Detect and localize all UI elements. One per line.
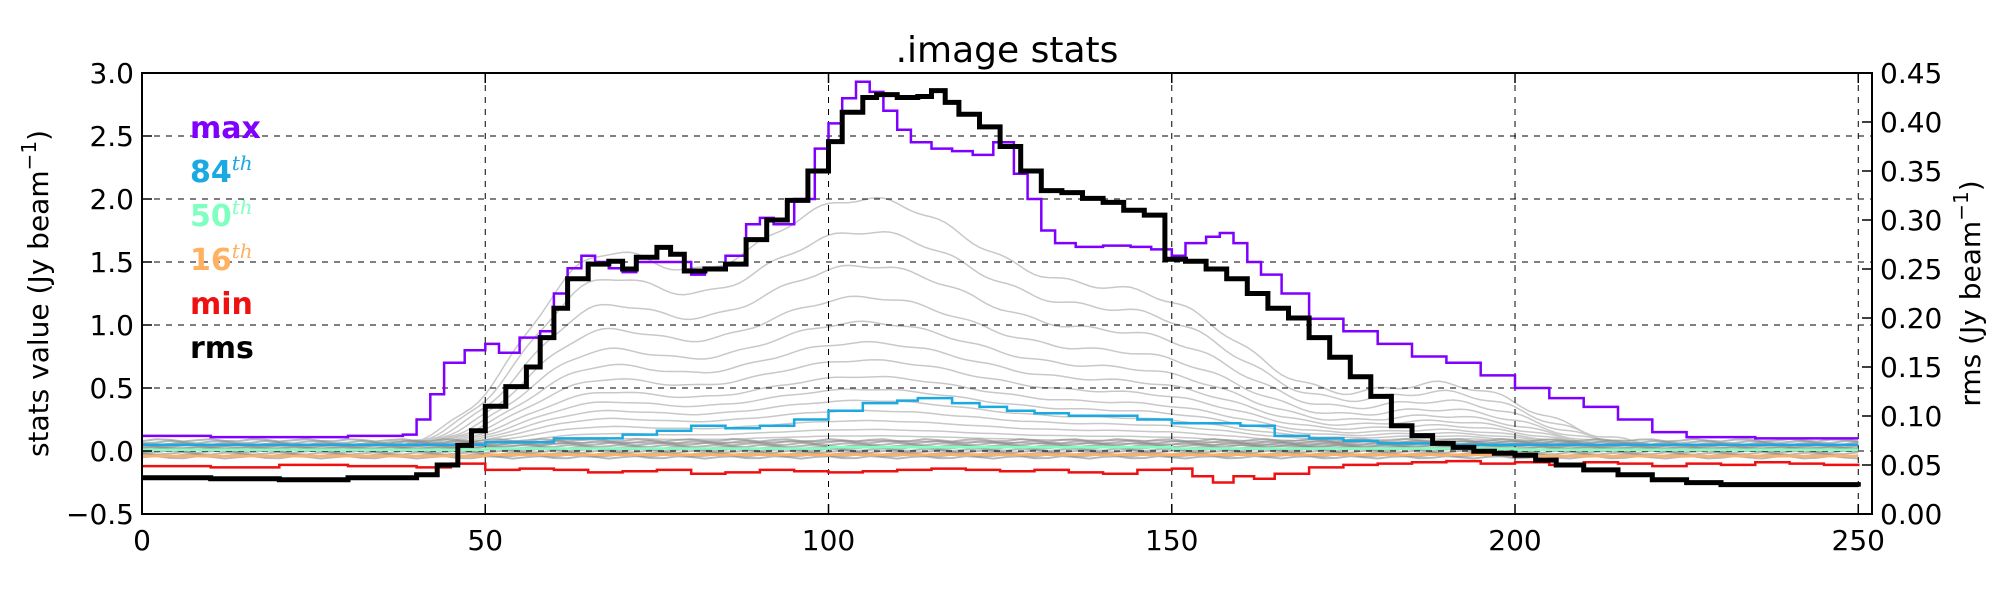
chart-title: .image stats bbox=[896, 30, 1119, 71]
y-axis-label-close: ) bbox=[22, 130, 55, 141]
y-axis-label-sup: −1 bbox=[17, 141, 41, 170]
x-tick-label: 0 bbox=[133, 524, 151, 557]
y-right-axis-label-close: ) bbox=[1954, 180, 1987, 191]
legend-entry: 84th bbox=[190, 151, 253, 190]
series-16th bbox=[142, 453, 1859, 458]
data-series bbox=[142, 80, 1861, 488]
y-tick-label: 1.5 bbox=[89, 246, 134, 279]
percentile-envelope-line bbox=[141, 264, 1859, 452]
y-right-tick-label: 0.35 bbox=[1880, 155, 1942, 188]
series-50th bbox=[142, 445, 1859, 451]
x-tick-label: 50 bbox=[467, 524, 503, 557]
y-right-tick-label: 0.45 bbox=[1880, 57, 1942, 90]
x-tick-label: 250 bbox=[1832, 524, 1885, 557]
legend-label: rms bbox=[190, 331, 254, 366]
y-right-axis-label: rms (Jy beam−1) bbox=[1949, 180, 1987, 406]
percentile-envelopes bbox=[141, 196, 1859, 460]
percentile-envelope-line bbox=[141, 320, 1859, 451]
plot-frame bbox=[141, 72, 1873, 515]
legend-entry: 50th bbox=[190, 195, 253, 234]
legend-label-sup: th bbox=[232, 151, 253, 175]
legend-label: max bbox=[190, 111, 261, 146]
percentile-envelope-line bbox=[141, 231, 1859, 452]
y-tick-label: 2.0 bbox=[89, 183, 134, 216]
legend-label: 16 bbox=[190, 243, 232, 278]
x-tick-label: 150 bbox=[1145, 524, 1198, 557]
y-axis-label-main: stats value (Jy beam bbox=[22, 170, 55, 457]
legend-entry: rms bbox=[190, 331, 254, 366]
y-right-tick-label: 0.30 bbox=[1880, 204, 1942, 237]
series-min bbox=[142, 459, 1860, 484]
legend-entry: min bbox=[190, 287, 253, 322]
y-axis-label: stats value (Jy beam−1) bbox=[17, 130, 55, 457]
y-right-tick-label: 0.15 bbox=[1880, 351, 1942, 384]
legend-label-sup: th bbox=[232, 195, 253, 219]
series-max bbox=[142, 80, 1859, 440]
y-tick-label: 0.5 bbox=[89, 372, 134, 405]
x-tick-label: 100 bbox=[802, 524, 855, 557]
legend-label: min bbox=[190, 287, 253, 322]
series-84th bbox=[142, 396, 1859, 446]
y-right-tick-label: 0.25 bbox=[1880, 253, 1942, 286]
legend-label: 84 bbox=[190, 155, 232, 190]
y-right-axis-label-sup: −1 bbox=[1949, 191, 1973, 220]
legend-entry: 16th bbox=[190, 239, 253, 278]
y-tick-label: 0.0 bbox=[89, 435, 134, 468]
series-rms bbox=[142, 88, 1861, 488]
y-right-tick-label: 0.10 bbox=[1880, 400, 1942, 433]
y-right-tick-label: 0.05 bbox=[1880, 449, 1942, 482]
y-tick-label: 1.0 bbox=[89, 309, 134, 342]
near-zero-band-line bbox=[141, 454, 1859, 460]
y-right-tick-label: 0.40 bbox=[1880, 106, 1942, 139]
ticks: 0 50 100 150 200 250 −0.5 0.0 0.5 1.0 1.5 2.0 2.5 3.0… bbox=[66, 57, 1942, 557]
x-tick-label: 200 bbox=[1488, 524, 1541, 557]
y-right-axis-label-main: rms (Jy beam bbox=[1954, 221, 1987, 407]
y-tick-label: −0.5 bbox=[66, 498, 134, 531]
percentile-envelope-line bbox=[141, 196, 1859, 452]
legend-label: 50 bbox=[190, 199, 232, 234]
y-right-tick-label: 0.20 bbox=[1880, 302, 1942, 335]
legend-label-sup: th bbox=[232, 239, 253, 263]
y-tick-label: 3.0 bbox=[89, 57, 134, 90]
y-right-tick-label: 0.00 bbox=[1880, 498, 1942, 531]
y-tick-label: 2.5 bbox=[89, 120, 134, 153]
near-zero-band-line bbox=[141, 437, 1859, 443]
legend-entry: max bbox=[190, 111, 261, 146]
